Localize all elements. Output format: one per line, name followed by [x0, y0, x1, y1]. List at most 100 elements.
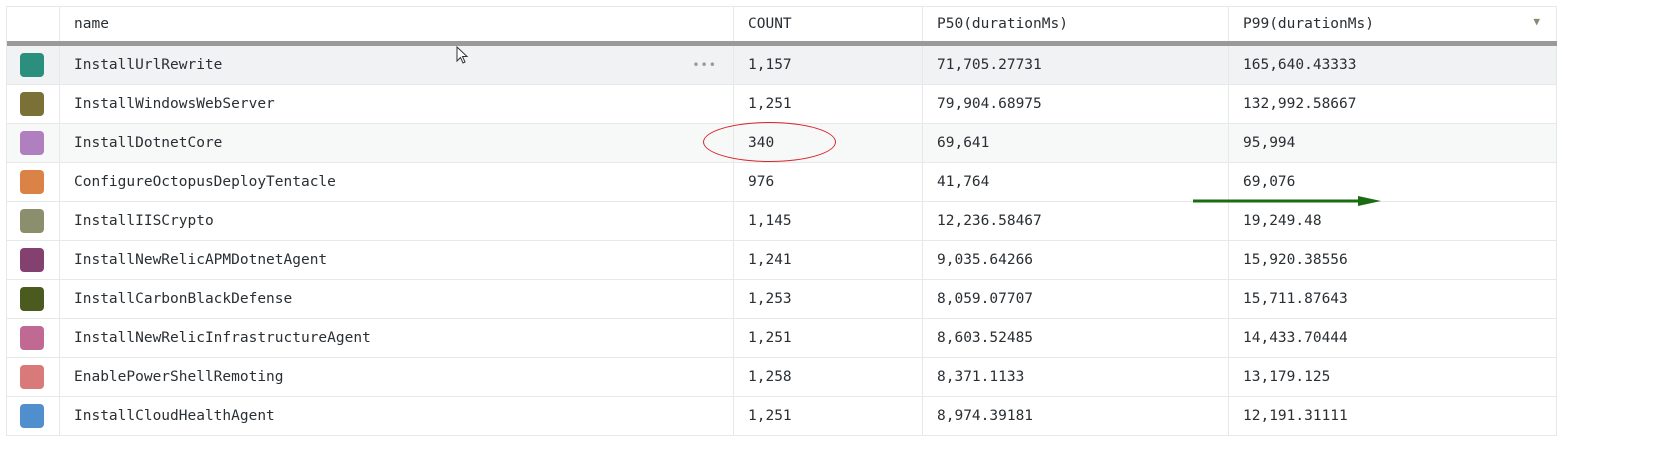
name-cell[interactable]: InstallIISCrypto	[60, 202, 734, 240]
mouse-cursor-icon	[456, 46, 469, 64]
swatch-cell	[7, 319, 60, 357]
name-value: InstallWindowsWebServer	[74, 96, 275, 112]
p99-cell: 15,711.87643	[1229, 280, 1557, 318]
p50-value: 8,371.1133	[937, 369, 1025, 385]
name-cell[interactable]: InstallNewRelicAPMDotnetAgent	[60, 241, 734, 279]
color-swatch	[20, 209, 44, 233]
name-value: InstallIISCrypto	[74, 213, 214, 229]
p99-cell: 132,992.58667	[1229, 85, 1557, 123]
header-label: P99(durationMs)	[1243, 16, 1374, 32]
p50-cell: 41,764	[923, 163, 1229, 201]
count-cell: 1,241	[734, 241, 923, 279]
table-row[interactable]: ConfigureOctopusDeployTentacle 976 41,76…	[7, 163, 1557, 202]
color-swatch	[20, 92, 44, 116]
p99-cell: 19,249.48	[1229, 202, 1557, 240]
table-row[interactable]: InstallNewRelicInfrastructureAgent 1,251…	[7, 319, 1557, 358]
p99-value: 15,711.87643	[1243, 291, 1348, 307]
count-value: 1,251	[748, 330, 792, 346]
p50-value: 79,904.68975	[937, 96, 1042, 112]
table-row[interactable]: InstallUrlRewrite ••• 1,157 71,705.27731 …	[7, 46, 1557, 85]
p99-value: 13,179.125	[1243, 369, 1331, 385]
p50-cell: 8,603.52485	[923, 319, 1229, 357]
more-options-icon[interactable]: •••	[692, 58, 717, 72]
header-p99[interactable]: P99(durationMs) ▼	[1229, 7, 1557, 41]
p99-cell: 14,433.70444	[1229, 319, 1557, 357]
name-cell[interactable]: InstallNewRelicInfrastructureAgent	[60, 319, 734, 357]
p50-cell: 8,974.39181	[923, 397, 1229, 435]
p99-cell: 13,179.125	[1229, 358, 1557, 396]
color-swatch	[20, 326, 44, 350]
count-cell: 1,251	[734, 319, 923, 357]
table-row[interactable]: InstallNewRelicAPMDotnetAgent 1,241 9,03…	[7, 241, 1557, 280]
name-value: EnablePowerShellRemoting	[74, 369, 284, 385]
p99-value: 19,249.48	[1243, 213, 1322, 229]
p50-value: 12,236.58467	[937, 213, 1042, 229]
header-swatch	[7, 7, 60, 41]
name-value: InstallCarbonBlackDefense	[74, 291, 293, 307]
p99-cell: 15,920.38556	[1229, 241, 1557, 279]
header-p50[interactable]: P50(durationMs)	[923, 7, 1229, 41]
p50-value: 8,059.07707	[937, 291, 1034, 307]
name-cell[interactable]: ConfigureOctopusDeployTentacle	[60, 163, 734, 201]
color-swatch	[20, 365, 44, 389]
p50-cell: 12,236.58467	[923, 202, 1229, 240]
p99-value: 95,994	[1243, 135, 1296, 151]
name-value: InstallCloudHealthAgent	[74, 408, 275, 424]
p50-value: 8,603.52485	[937, 330, 1034, 346]
name-cell[interactable]: InstallDotnetCore	[60, 124, 734, 162]
color-swatch	[20, 53, 44, 77]
header-label: COUNT	[748, 16, 792, 32]
p50-cell: 79,904.68975	[923, 85, 1229, 123]
p50-cell: 71,705.27731	[923, 46, 1229, 84]
header-count[interactable]: COUNT	[734, 7, 923, 41]
count-value: 1,253	[748, 291, 792, 307]
table-row[interactable]: InstallCloudHealthAgent 1,251 8,974.3918…	[7, 397, 1557, 436]
p99-value: 12,191.31111	[1243, 408, 1348, 424]
name-cell[interactable]: InstallWindowsWebServer	[60, 85, 734, 123]
color-swatch	[20, 404, 44, 428]
p50-value: 41,764	[937, 174, 990, 190]
table-row[interactable]: InstallWindowsWebServer 1,251 79,904.689…	[7, 85, 1557, 124]
p50-value: 69,641	[937, 135, 990, 151]
name-value: InstallNewRelicInfrastructureAgent	[74, 330, 371, 346]
color-swatch	[20, 248, 44, 272]
header-label: name	[74, 16, 109, 32]
p50-value: 9,035.64266	[937, 252, 1034, 268]
count-value: 1,157	[748, 57, 792, 73]
annotation-arrow-icon	[1193, 196, 1381, 206]
p99-value: 165,640.43333	[1243, 57, 1357, 73]
swatch-cell	[7, 124, 60, 162]
p50-cell: 69,641	[923, 124, 1229, 162]
p99-value: 14,433.70444	[1243, 330, 1348, 346]
name-cell[interactable]: InstallUrlRewrite •••	[60, 46, 734, 84]
count-cell: 1,145	[734, 202, 923, 240]
sort-descending-icon[interactable]: ▼	[1533, 15, 1540, 28]
name-cell[interactable]: EnablePowerShellRemoting	[60, 358, 734, 396]
swatch-cell	[7, 46, 60, 84]
table-row[interactable]: InstallIISCrypto 1,145 12,236.58467 19,2…	[7, 202, 1557, 241]
header-label: P50(durationMs)	[937, 16, 1068, 32]
count-value: 1,145	[748, 213, 792, 229]
p50-cell: 8,371.1133	[923, 358, 1229, 396]
count-value: 1,241	[748, 252, 792, 268]
count-value: 1,251	[748, 96, 792, 112]
name-cell[interactable]: InstallCloudHealthAgent	[60, 397, 734, 435]
p50-value: 71,705.27731	[937, 57, 1042, 73]
swatch-cell	[7, 241, 60, 279]
swatch-cell	[7, 163, 60, 201]
table-row[interactable]: InstallCarbonBlackDefense 1,253 8,059.07…	[7, 280, 1557, 319]
swatch-cell	[7, 358, 60, 396]
table-row[interactable]: EnablePowerShellRemoting 1,258 8,371.113…	[7, 358, 1557, 397]
p99-cell: 95,994	[1229, 124, 1557, 162]
count-cell: 1,251	[734, 85, 923, 123]
name-cell[interactable]: InstallCarbonBlackDefense	[60, 280, 734, 318]
p50-value: 8,974.39181	[937, 408, 1034, 424]
color-swatch	[20, 287, 44, 311]
count-cell: 1,258	[734, 358, 923, 396]
header-name[interactable]: name	[60, 7, 734, 41]
swatch-cell	[7, 397, 60, 435]
color-swatch	[20, 170, 44, 194]
table-header: name COUNT P50(durationMs) P99(durationM…	[7, 7, 1557, 46]
count-cell: 1,253	[734, 280, 923, 318]
count-cell: 976	[734, 163, 923, 201]
